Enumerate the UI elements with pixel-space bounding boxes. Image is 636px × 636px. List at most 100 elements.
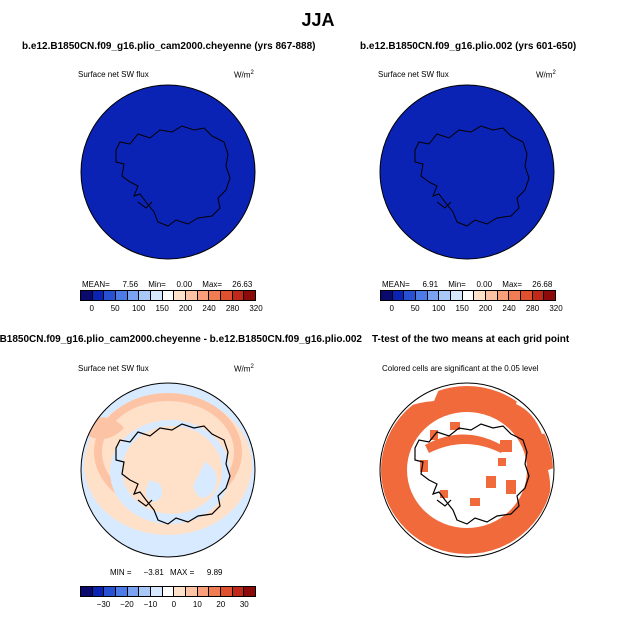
- colorbar-swatch: [91, 291, 104, 300]
- colorbar-tick-label: 20: [216, 600, 226, 609]
- panel-1-title: b.e12.B1850CN.f09_g16.plio_cam2000.cheye…: [22, 41, 316, 52]
- panel-3-min-label: MIN =: [110, 568, 132, 577]
- colorbar-tick-label: 100: [431, 304, 446, 313]
- colorbar-swatch: [126, 587, 139, 596]
- colorbar-swatch: [115, 587, 127, 596]
- colorbar-swatch: [208, 587, 221, 596]
- panel-1-max-label: Max=: [202, 280, 223, 289]
- panel-2-units: W/m2: [536, 70, 556, 80]
- panel-2-title: b.e12.B1850CN.f09_g16.plio.002 (yrs 601-…: [360, 41, 577, 52]
- panel-2-min-value: 0.00: [476, 280, 493, 289]
- panel-2-min-label: Min=: [448, 280, 466, 289]
- panel-3-blue-patch: [193, 462, 217, 498]
- panel-3-colorbar: [80, 586, 256, 597]
- colorbar-swatch: [138, 587, 151, 596]
- colorbar-tick-label: 200: [478, 304, 493, 313]
- colorbar-swatch: [185, 291, 197, 300]
- colorbar-swatch: [103, 291, 116, 300]
- colorbar-tick-label: 320: [549, 304, 563, 313]
- panel-2-max-label: Max=: [502, 280, 523, 289]
- panel-3-max-value: 9.89: [206, 568, 223, 577]
- colorbar-swatch: [161, 587, 174, 596]
- colorbar-swatch: [461, 291, 474, 300]
- colorbar-swatch: [243, 587, 256, 596]
- colorbar-swatch: [473, 291, 486, 300]
- panel-1-subtitle: Surface net SW flux: [78, 70, 149, 79]
- panel-3-peach-patch: [82, 417, 124, 440]
- colorbar-tick-label: 50: [110, 304, 120, 313]
- panel-3-subtitle: Surface net SW flux: [78, 364, 149, 373]
- panel-2-max-value: 26.68: [532, 280, 553, 289]
- colorbar-tick-label: 50: [410, 304, 420, 313]
- colorbar-swatch: [208, 291, 221, 300]
- colorbar-swatch: [185, 587, 197, 596]
- colorbar-tick-label: 30: [239, 600, 249, 609]
- panel-2-stats: MEAN= 6.91 Min= 0.00 Max= 26.68: [382, 280, 552, 289]
- colorbar-swatch: [196, 291, 209, 300]
- colorbar-swatch: [520, 291, 532, 300]
- panel-1-antarctica-coastline: [115, 125, 231, 227]
- panel-3-title-clip: B1850CN.f09_g16.plio_cam2000.cheyenne - …: [0, 334, 362, 348]
- panel-2-antarctica-coastline: [414, 125, 530, 227]
- colorbar-tick-label: 100: [131, 304, 146, 313]
- panel-3-antarctica-coastline: [115, 423, 231, 525]
- colorbar-tick-label: 240: [502, 304, 516, 313]
- panel-3-stats: MIN = −3.81 MAX = 9.89: [110, 568, 223, 577]
- colorbar-swatch: [115, 291, 127, 300]
- colorbar-swatch: [381, 291, 392, 300]
- panel-3-inner-peach: [122, 426, 222, 514]
- colorbar-tick-label: 0: [389, 304, 394, 313]
- colorbar-tick-label: 150: [455, 304, 469, 313]
- colorbar-swatch: [126, 291, 139, 300]
- colorbar-tick-label: −20: [120, 600, 134, 609]
- colorbar-tick-label: 200: [178, 304, 193, 313]
- panel-3-inner-blue: [110, 420, 230, 524]
- panel-3-title: B1850CN.f09_g16.plio_cam2000.cheyenne - …: [0, 334, 362, 345]
- colorbar-swatch: [81, 291, 92, 300]
- colorbar-swatch: [231, 291, 244, 300]
- panel-3-units: W/m2: [234, 364, 254, 374]
- colorbar-swatch: [403, 291, 416, 300]
- colorbar-swatch: [531, 291, 544, 300]
- panel-4-title: T-test of the two means at each grid poi…: [372, 334, 570, 345]
- panel-3-blue-patch-2: [145, 480, 162, 502]
- colorbar-swatch: [138, 291, 151, 300]
- panel-4-subtitle: Colored cells are significant at the 0.0…: [382, 364, 539, 373]
- panel-2-subtitle: Surface net SW flux: [378, 70, 449, 79]
- panel-3-max-label: MAX =: [170, 568, 195, 577]
- panel-2-colorbar: [380, 290, 556, 301]
- colorbar-swatch: [196, 587, 209, 596]
- colorbar-tick-label: 150: [155, 304, 169, 313]
- colorbar-tick-label: 320: [249, 304, 263, 313]
- colorbar-swatch: [496, 291, 509, 300]
- colorbar-swatch: [508, 291, 521, 300]
- colorbar-swatch: [91, 587, 104, 596]
- colorbar-swatch: [220, 587, 232, 596]
- colorbar-swatch: [415, 291, 427, 300]
- colorbar-swatch: [438, 291, 451, 300]
- colorbar-tick-label: 240: [202, 304, 216, 313]
- panel-1-colorbar: [80, 290, 256, 301]
- colorbar-tick-label: −30: [96, 600, 111, 609]
- panel-2-ocean: [379, 84, 555, 260]
- colorbar-swatch: [220, 291, 232, 300]
- panel-1-mean-label: MEAN=: [82, 280, 110, 289]
- colorbar-swatch: [485, 291, 497, 300]
- figure-title: JJA: [301, 10, 335, 30]
- panel-2-mean-label: MEAN=: [382, 280, 410, 289]
- panel-1-min-label: Min=: [148, 280, 166, 289]
- colorbar-swatch: [391, 291, 404, 300]
- colorbar-tick-label: 0: [89, 304, 94, 313]
- colorbar-swatch: [173, 587, 186, 596]
- panel-1-stats: MEAN= 7.56 Min= 0.00 Max= 26.63: [82, 280, 252, 289]
- colorbar-swatch: [150, 291, 162, 300]
- panel-3-positive-ring-strong: [94, 393, 242, 511]
- colorbar-swatch: [450, 291, 462, 300]
- colorbar-tick-label: −10: [143, 600, 158, 609]
- panel-1-min-value: 0.00: [176, 280, 193, 289]
- panel-1-max-value: 26.63: [232, 280, 253, 289]
